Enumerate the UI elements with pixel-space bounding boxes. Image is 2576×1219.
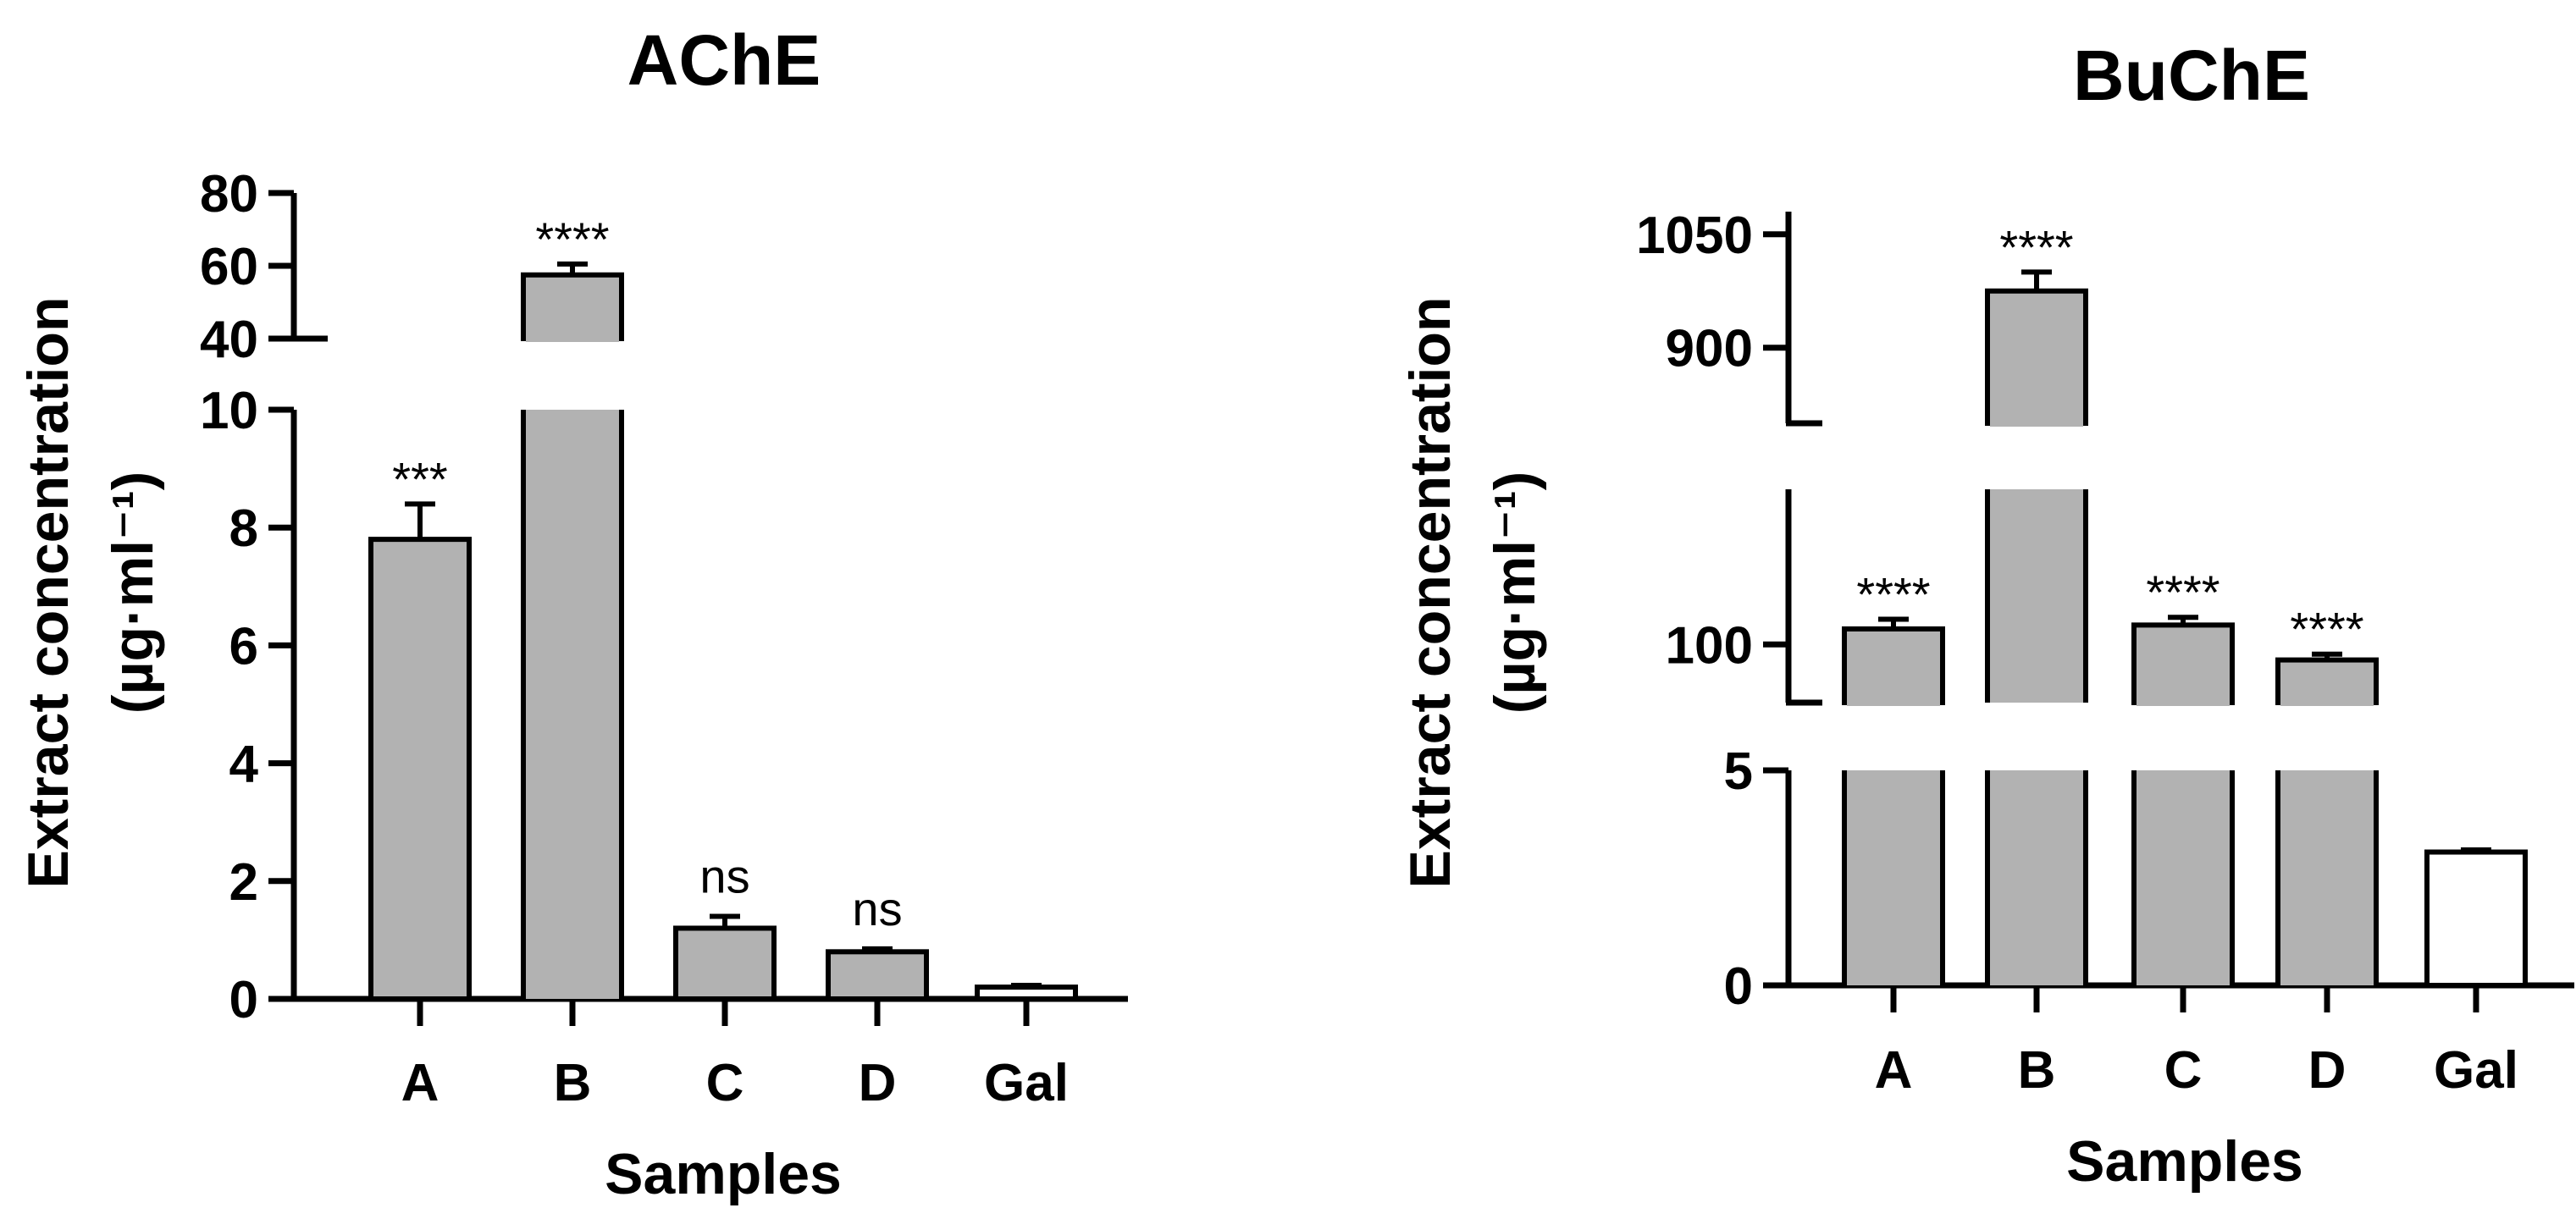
ache-chart: AChE 0 2 4 6 8 10 40 60 80 *** A **** Bns Cns D Gal Sampl… bbox=[16, 20, 1128, 1206]
y-axis-label-line2: (µg·ml⁻¹) bbox=[101, 472, 165, 714]
y-axis-label-line1: Extract concentration bbox=[16, 296, 80, 888]
bar-Gal bbox=[975, 985, 1078, 1001]
bar-B bbox=[521, 272, 624, 341]
significance-label: ns bbox=[852, 882, 902, 935]
y-axis-label-line1: Extract concentration bbox=[1398, 296, 1462, 888]
x-axis-label: Samples bbox=[2066, 1129, 2303, 1194]
bar-C bbox=[2131, 622, 2235, 706]
bar-B-lower-piece bbox=[1987, 770, 2086, 985]
y-tick-label: 100 bbox=[1666, 616, 1753, 675]
bar-B-lower-piece bbox=[523, 410, 622, 999]
bar-A bbox=[1842, 626, 1945, 705]
x-tick-label: C bbox=[706, 1054, 744, 1112]
y-tick-label: 8 bbox=[229, 499, 258, 558]
bar-D bbox=[826, 949, 929, 1001]
y-tick-label: 0 bbox=[229, 971, 258, 1029]
y-tick-label: 40 bbox=[200, 311, 258, 369]
x-tick-label: B bbox=[2018, 1041, 2056, 1100]
y-tick-label: 10 bbox=[200, 382, 258, 440]
bar-A-lower-piece bbox=[1844, 770, 1943, 985]
bar-A bbox=[368, 537, 472, 1001]
x-axis-label: Samples bbox=[605, 1142, 842, 1206]
y-tick-label: 4 bbox=[229, 736, 259, 794]
x-tick-label: D bbox=[859, 1054, 897, 1112]
x-tick-label: B bbox=[554, 1054, 592, 1112]
buche-chart: BuChE 0 5 100 900 1050 **** A **** B **** C **** D Gal… bbox=[1398, 36, 2574, 1194]
significance-label: *** bbox=[392, 452, 447, 505]
y-tick-label: 900 bbox=[1666, 320, 1753, 378]
bar-D-lower-piece bbox=[2278, 770, 2376, 985]
bar-B bbox=[1985, 288, 2088, 426]
significance-label: **** bbox=[535, 212, 609, 266]
significance-label: **** bbox=[1999, 220, 2073, 273]
bar-C bbox=[673, 925, 777, 1001]
y-tick-label: 0 bbox=[1724, 957, 1753, 1016]
y-tick-label: 6 bbox=[229, 617, 258, 676]
significance-label: **** bbox=[1856, 567, 1930, 621]
significance-label: ns bbox=[699, 850, 749, 903]
significance-label: **** bbox=[2290, 603, 2363, 656]
y-tick-label: 80 bbox=[200, 165, 258, 223]
bar-B-lower-piece bbox=[1987, 489, 2086, 703]
chart-title: AChE bbox=[627, 20, 821, 100]
bar-D bbox=[2275, 657, 2379, 705]
y-tick-label: 60 bbox=[200, 238, 258, 296]
bar-C-lower-piece bbox=[2134, 770, 2232, 985]
bar-Gal bbox=[2424, 849, 2528, 989]
x-tick-label: D bbox=[2308, 1041, 2347, 1100]
x-tick-label: A bbox=[1875, 1041, 1913, 1100]
significance-label: **** bbox=[2146, 565, 2219, 619]
chart-title: BuChE bbox=[2073, 36, 2310, 115]
x-tick-label: Gal bbox=[2434, 1041, 2518, 1100]
x-tick-label: A bbox=[401, 1054, 439, 1112]
y-tick-label: 5 bbox=[1724, 742, 1753, 801]
x-tick-label: Gal bbox=[984, 1054, 1069, 1112]
y-tick-label: 2 bbox=[229, 853, 258, 912]
y-axis-label-line2: (µg·ml⁻¹) bbox=[1483, 472, 1547, 714]
y-tick-label: 1050 bbox=[1636, 207, 1753, 265]
x-tick-label: C bbox=[2164, 1041, 2203, 1100]
